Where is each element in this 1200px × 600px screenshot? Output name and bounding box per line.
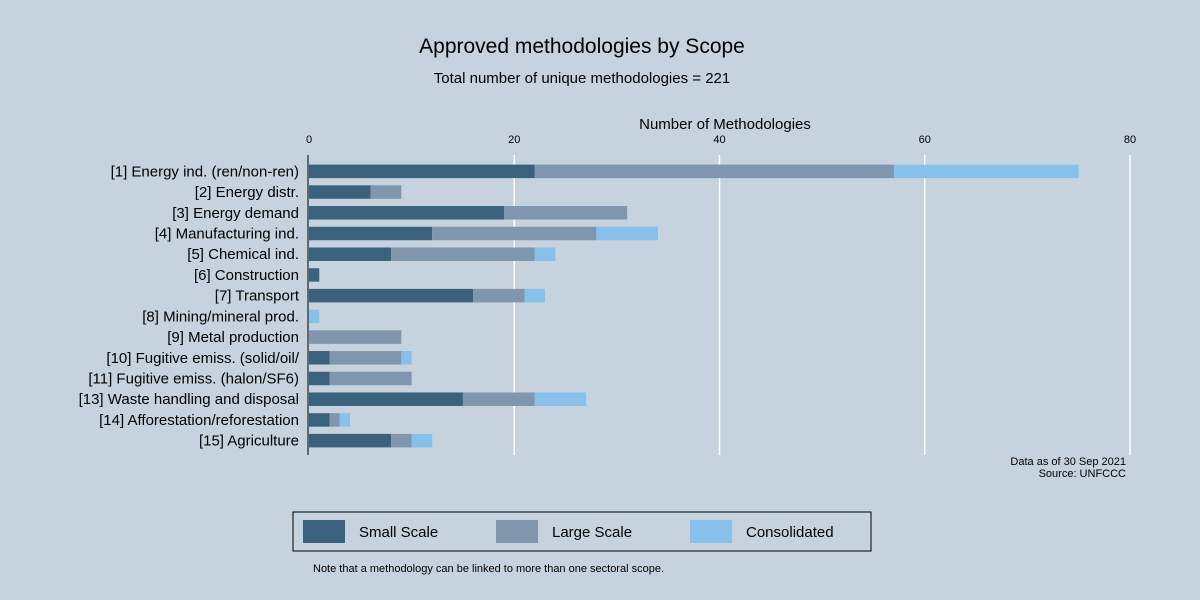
bar-segment [309, 288, 474, 303]
x-tick-label: 20 [508, 134, 520, 146]
bar-segment [329, 413, 340, 427]
bar-segment [329, 351, 402, 365]
bar-segment [309, 309, 320, 324]
category-label: [10] Fugitive emiss. (solid/oil/ [106, 350, 299, 367]
category-label: [13] Waste handling and disposal [79, 391, 299, 408]
legend-label: Large Scale [552, 524, 632, 541]
gridlines [513, 155, 1131, 455]
category-labels: [1] Energy ind. (ren/non-ren) [2] Energy … [79, 163, 300, 449]
legend-swatch [303, 520, 345, 543]
footnote: Note that a methodology can be linked to… [313, 563, 664, 575]
bar-segment [473, 288, 525, 303]
bar-segment [432, 226, 597, 241]
bar-segment [309, 247, 392, 261]
bar-segment [370, 185, 402, 199]
bar-segment [309, 351, 330, 365]
x-tick-label: 60 [919, 134, 931, 146]
bar-segment [309, 330, 402, 344]
bar-segment [309, 185, 371, 199]
bar-segment [534, 247, 556, 261]
source-note: Source: UNFCCC [1039, 468, 1126, 480]
x-axis-title: Number of Methodologies [639, 116, 811, 133]
bar-segment [401, 351, 412, 365]
bar-segment [534, 164, 894, 179]
x-tick-labels: 0 20 40 60 80 [306, 134, 1136, 146]
x-tick-label: 80 [1124, 134, 1136, 146]
bar-segment [503, 206, 628, 220]
x-tick-label: 40 [713, 134, 725, 146]
category-label: [15] Agriculture [199, 433, 299, 450]
legend-swatch [690, 520, 732, 543]
legend-swatch [496, 520, 538, 543]
category-label: [11] Fugitive emiss. (halon/SF6) [88, 371, 299, 388]
bar-segment [309, 433, 392, 448]
bar-segment [309, 226, 433, 241]
category-label: [4] Manufacturing ind. [155, 226, 299, 243]
bar-segment [329, 371, 412, 386]
bar-segment [391, 433, 412, 448]
chart-title: Approved methodologies by Scope [419, 35, 745, 58]
bar-segment [309, 268, 320, 282]
bar-segment [534, 392, 587, 406]
bar-segment [309, 371, 330, 386]
legend-label: Small Scale [359, 524, 438, 541]
category-label: [1] Energy ind. (ren/non-ren) [111, 163, 299, 180]
legend-label: Consolidated [746, 524, 834, 541]
category-label: [7] Transport [215, 288, 300, 305]
bar-segment [309, 206, 504, 220]
category-label: [2] Energy distr. [195, 184, 299, 201]
legend: Small Scale Large Scale Consolidated [292, 511, 872, 552]
legend-box [292, 511, 872, 552]
chart-subtitle: Total number of unique methodologies = 2… [434, 70, 730, 87]
category-label: [5] Chemical ind. [187, 246, 299, 263]
bar-segment [309, 413, 330, 427]
category-label: [8] Mining/mineral prod. [142, 308, 299, 325]
bar-segment [524, 288, 546, 303]
category-label: [9] Metal production [167, 329, 299, 346]
bar-segment [462, 392, 535, 406]
category-label: [6] Construction [194, 267, 299, 284]
x-tick-label: 0 [306, 134, 312, 146]
bar-segment [391, 247, 535, 261]
data-date-note: Data as of 30 Sep 2021 [1010, 456, 1126, 468]
bar-segment [411, 433, 433, 448]
bar-segment [309, 392, 463, 406]
category-label: [14] Afforestation/reforestation [99, 412, 299, 429]
bar-segment [309, 164, 535, 179]
bar-segment [596, 226, 658, 241]
bars [309, 164, 1079, 448]
bar-segment [893, 164, 1079, 179]
category-label: [3] Energy demand [172, 205, 299, 222]
bar-segment [339, 413, 351, 427]
